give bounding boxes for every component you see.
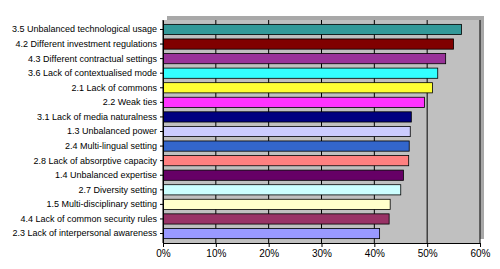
y-tick-mark	[160, 218, 163, 219]
y-tick: 2.1 Lack of commons	[71, 83, 163, 93]
y-tick: 4.4 Lack of common security rules	[20, 214, 163, 224]
y-tick-mark	[160, 160, 163, 161]
y-tick-mark	[160, 29, 163, 30]
y-tick-mark	[160, 73, 163, 74]
y-tick-mark	[160, 102, 163, 103]
y-tick: 1.4 Unbalanced expertise	[55, 170, 163, 180]
y-tick-label: 1.3 Unbalanced power	[67, 126, 157, 136]
bar	[163, 228, 380, 238]
y-tick: 1.3 Unbalanced power	[67, 126, 163, 136]
y-tick-label: 2.4 Multi-lingual setting	[65, 141, 157, 151]
y-tick: 2.7 Diversity setting	[78, 185, 163, 195]
x-tick: 0%	[156, 243, 171, 259]
x-tick-mark	[374, 243, 375, 247]
y-tick-label: 4.4 Lack of common security rules	[20, 214, 157, 224]
bar	[163, 214, 389, 224]
x-tick-label: 60%	[470, 248, 490, 259]
y-tick: 4.2 Different investment regulations	[16, 39, 163, 49]
y-tick: 3.6 Lack of contextualised mode	[28, 68, 163, 78]
y-tick-mark	[160, 233, 163, 234]
x-tick-label: 20%	[259, 248, 279, 259]
bar	[163, 156, 409, 166]
bar	[163, 199, 390, 209]
x-tick: 10%	[206, 243, 226, 259]
y-tick-mark	[160, 116, 163, 117]
y-tick-mark	[160, 58, 163, 59]
y-tick-mark	[160, 87, 163, 88]
x-tick: 50%	[418, 243, 438, 259]
x-axis-line	[164, 244, 481, 248]
y-tick-label: 3.6 Lack of contextualised mode	[28, 68, 157, 78]
y-tick-label: 2.3 Lack of interpersonal awareness	[12, 228, 157, 238]
x-tick-mark	[163, 243, 164, 247]
y-tick-mark	[160, 44, 163, 45]
x-tick-label: 50%	[418, 248, 438, 259]
x-tick-mark	[427, 243, 428, 247]
y-tick-label: 1.5 Multi-disciplinary setting	[46, 199, 157, 209]
y-tick-label: 4.2 Different investment regulations	[16, 39, 158, 49]
bar	[163, 39, 454, 49]
x-tick: 60%	[470, 243, 490, 259]
y-tick-label: 4.3 Different contractual settings	[28, 54, 157, 64]
y-tick: 2.4 Multi-lingual setting	[65, 141, 163, 151]
y-tick-label: 3.1 Lack of media naturalness	[37, 112, 158, 122]
x-tick-label: 30%	[312, 248, 332, 259]
y-tick-mark	[160, 131, 163, 132]
x-axis: 0% 10% 20% 30% 40% 50% 60%	[156, 243, 490, 259]
y-tick-label: 3.5 Unbalanced technological usage	[12, 24, 157, 34]
x-tick-label: 10%	[206, 248, 226, 259]
y-tick-label: 1.4 Unbalanced expertise	[55, 170, 157, 180]
y-tick-mark	[160, 189, 163, 190]
chart: 0% 10% 20% 30% 40% 50% 60% 3.5 Unbalanced techn…	[0, 0, 500, 269]
y-tick-mark	[160, 204, 163, 205]
bar	[163, 185, 401, 195]
bar	[163, 97, 425, 107]
x-tick: 40%	[365, 243, 385, 259]
bar	[163, 141, 409, 151]
bar	[163, 170, 403, 180]
y-axis-line	[163, 21, 164, 244]
y-tick-label: 2.7 Diversity setting	[78, 185, 157, 195]
grid	[163, 20, 480, 243]
y-tick-label: 2.1 Lack of commons	[71, 83, 157, 93]
y-tick-mark	[160, 146, 163, 147]
bars	[163, 24, 462, 238]
bar	[163, 24, 462, 34]
y-axis: 3.5 Unbalanced technological usage 4.2 Di…	[12, 21, 164, 244]
bar	[163, 126, 410, 136]
x-tick-label: 40%	[365, 248, 385, 259]
y-tick: 4.3 Different contractual settings	[28, 54, 163, 64]
y-tick-label: 2.2 Weak ties	[103, 97, 158, 107]
x-tick: 20%	[259, 243, 279, 259]
bar	[163, 112, 411, 122]
plot-background	[163, 20, 480, 243]
y-tick: 2.3 Lack of interpersonal awareness	[12, 228, 163, 238]
bar	[163, 54, 446, 64]
x-tick-mark	[216, 243, 217, 247]
bar	[163, 83, 432, 93]
y-tick: 1.5 Multi-disciplinary setting	[46, 199, 163, 209]
y-tick-mark	[160, 175, 163, 176]
x-tick-label: 0%	[156, 248, 171, 259]
y-tick: 2.8 Lack of absorptive capacity	[33, 156, 163, 166]
x-tick-mark	[269, 243, 270, 247]
y-tick-label: 2.8 Lack of absorptive capacity	[33, 156, 157, 166]
grid-line	[480, 20, 481, 243]
x-tick-mark	[480, 243, 481, 247]
bar	[163, 68, 438, 78]
x-tick-mark	[322, 243, 323, 247]
y-tick: 3.1 Lack of media naturalness	[37, 112, 163, 122]
x-tick: 30%	[312, 243, 332, 259]
y-tick: 2.2 Weak ties	[103, 97, 163, 107]
y-tick: 3.5 Unbalanced technological usage	[12, 24, 163, 34]
